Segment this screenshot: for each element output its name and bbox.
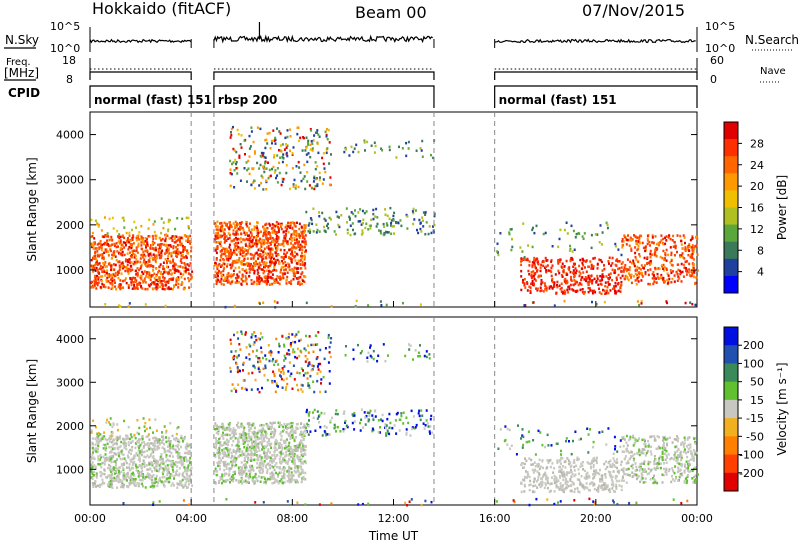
colorbar-tick-label: -50 xyxy=(746,430,764,443)
freq-trace xyxy=(89,71,192,80)
noise-sky-trace xyxy=(89,38,192,44)
y-tick-label: 3000 xyxy=(56,174,84,187)
x-tick-label: 00:00 xyxy=(681,512,713,525)
cpid-label: CPID xyxy=(8,86,40,100)
cpid-segment-bracket xyxy=(494,85,698,108)
beam-label: Beam 00 xyxy=(355,3,427,22)
noise-tick-left-bottom: 10^0 xyxy=(50,42,80,55)
colorbar-tick-label: -200 xyxy=(739,467,764,480)
x-axis-label: Time UT xyxy=(368,529,419,543)
x-tick-label: 04:00 xyxy=(175,512,207,525)
colorbar-tick-label: 24 xyxy=(750,159,764,172)
power-panel: 1000 2000 3000 4000 Slant Range [km] 28 24 20 16… xyxy=(25,111,789,309)
freq-label: Freq. xyxy=(6,57,31,68)
colorbar-swatch xyxy=(724,156,738,174)
colorbar-swatch xyxy=(724,207,738,226)
station-title: Hokkaido (fitACF) xyxy=(92,0,231,18)
colorbar-tick-label: 200 xyxy=(743,339,764,352)
y-tick-label: 3000 xyxy=(56,376,84,389)
nave-tick-bottom: 0 xyxy=(710,73,717,86)
y-axis-label: Slant Range [km] xyxy=(25,157,39,261)
y-axis-label: Slant Range [km] xyxy=(25,359,39,463)
y-tick-label: 4000 xyxy=(56,129,84,142)
freq-trace xyxy=(494,71,698,80)
freq-tick-top: 18 xyxy=(62,54,76,67)
x-tick-label: 16:00 xyxy=(479,512,511,525)
colorbar-tick-label: -100 xyxy=(739,449,764,462)
colorbar-tick-label: 100 xyxy=(743,357,764,370)
colorbar-tick-label: 15 xyxy=(750,394,764,407)
y-tick-label: 2000 xyxy=(56,219,84,232)
colorbar-tick-label: 16 xyxy=(750,202,764,215)
colorbar-tick-label: 50 xyxy=(750,376,764,389)
nave-tick-top: 60 xyxy=(710,54,724,67)
freq-trace xyxy=(213,71,435,80)
colorbar-swatch xyxy=(724,275,738,294)
colorbar-swatch xyxy=(724,363,738,383)
nave-label: Nave xyxy=(760,66,786,77)
colorbar-swatch xyxy=(724,381,738,401)
date-label: 07/Nov/2015 xyxy=(582,1,685,20)
colorbar-swatch xyxy=(724,345,738,364)
noise-search-label: N.Search xyxy=(745,33,799,47)
colorbar-swatch xyxy=(724,436,738,456)
y-tick-label: 4000 xyxy=(56,333,84,346)
colorbar-tick-label: 8 xyxy=(757,244,764,257)
y-tick-label: 1000 xyxy=(56,264,84,277)
cpid-segment-bracket xyxy=(213,85,435,108)
colorbar-swatch xyxy=(724,122,738,140)
noise-tick-right-bottom: 10^0 xyxy=(705,42,735,55)
cpid-segment-label: normal (fast) 151 xyxy=(94,93,212,107)
cpid-segment-bracket xyxy=(89,85,192,108)
y-tick-label: 1000 xyxy=(56,463,84,476)
colorbar-swatch xyxy=(724,454,738,474)
colorbar-swatch xyxy=(724,173,738,191)
freq-tick-bottom: 8 xyxy=(66,73,73,86)
colorbar-tick-label: 28 xyxy=(750,137,764,150)
colorbar-tick-label: -15 xyxy=(746,412,764,425)
colorbar-swatch xyxy=(724,418,738,437)
velocity-panel: 1000 2000 3000 4000 Slant Range [km] 200 100 50… xyxy=(25,316,789,507)
colorbar-swatch xyxy=(724,258,738,277)
colorbar-swatch xyxy=(724,399,738,419)
freq-unit: [MHz] xyxy=(4,66,39,80)
colorbar-swatch xyxy=(724,241,738,260)
noise-tick-right-top: 10^5 xyxy=(705,20,735,33)
colorbar-swatch xyxy=(724,224,738,243)
cpid-segment-label: rbsp 200 xyxy=(218,93,277,107)
colorbar-tick-label: 4 xyxy=(757,266,764,279)
power-data xyxy=(90,125,699,309)
x-tick-label: 08:00 xyxy=(276,512,308,525)
colorbar-tick-label: 12 xyxy=(750,223,764,236)
y-tick-label: 2000 xyxy=(56,420,84,433)
colorbar-label: Power [dB] xyxy=(775,175,789,240)
velocity-data xyxy=(90,330,699,507)
colorbar-swatch xyxy=(724,472,738,492)
noise-sky-trace xyxy=(213,34,433,44)
colorbar-swatch xyxy=(724,139,738,157)
x-tick-label: 12:00 xyxy=(378,512,410,525)
noise-tick-left-top: 10^5 xyxy=(50,20,80,33)
noise-sky-label: N.Sky xyxy=(5,33,39,47)
x-tick-label: 00:00 xyxy=(74,512,106,525)
x-tick-label: 20:00 xyxy=(580,512,612,525)
cpid-segment-label: normal (fast) 151 xyxy=(499,93,617,107)
colorbar-swatch xyxy=(724,327,738,346)
noise-sky-trace xyxy=(494,38,696,44)
colorbar-label: Velocity [m s⁻¹] xyxy=(775,362,789,455)
colorbar-frame xyxy=(723,326,739,492)
colorbar-tick-label: 20 xyxy=(750,180,764,193)
colorbar-swatch xyxy=(724,190,738,208)
